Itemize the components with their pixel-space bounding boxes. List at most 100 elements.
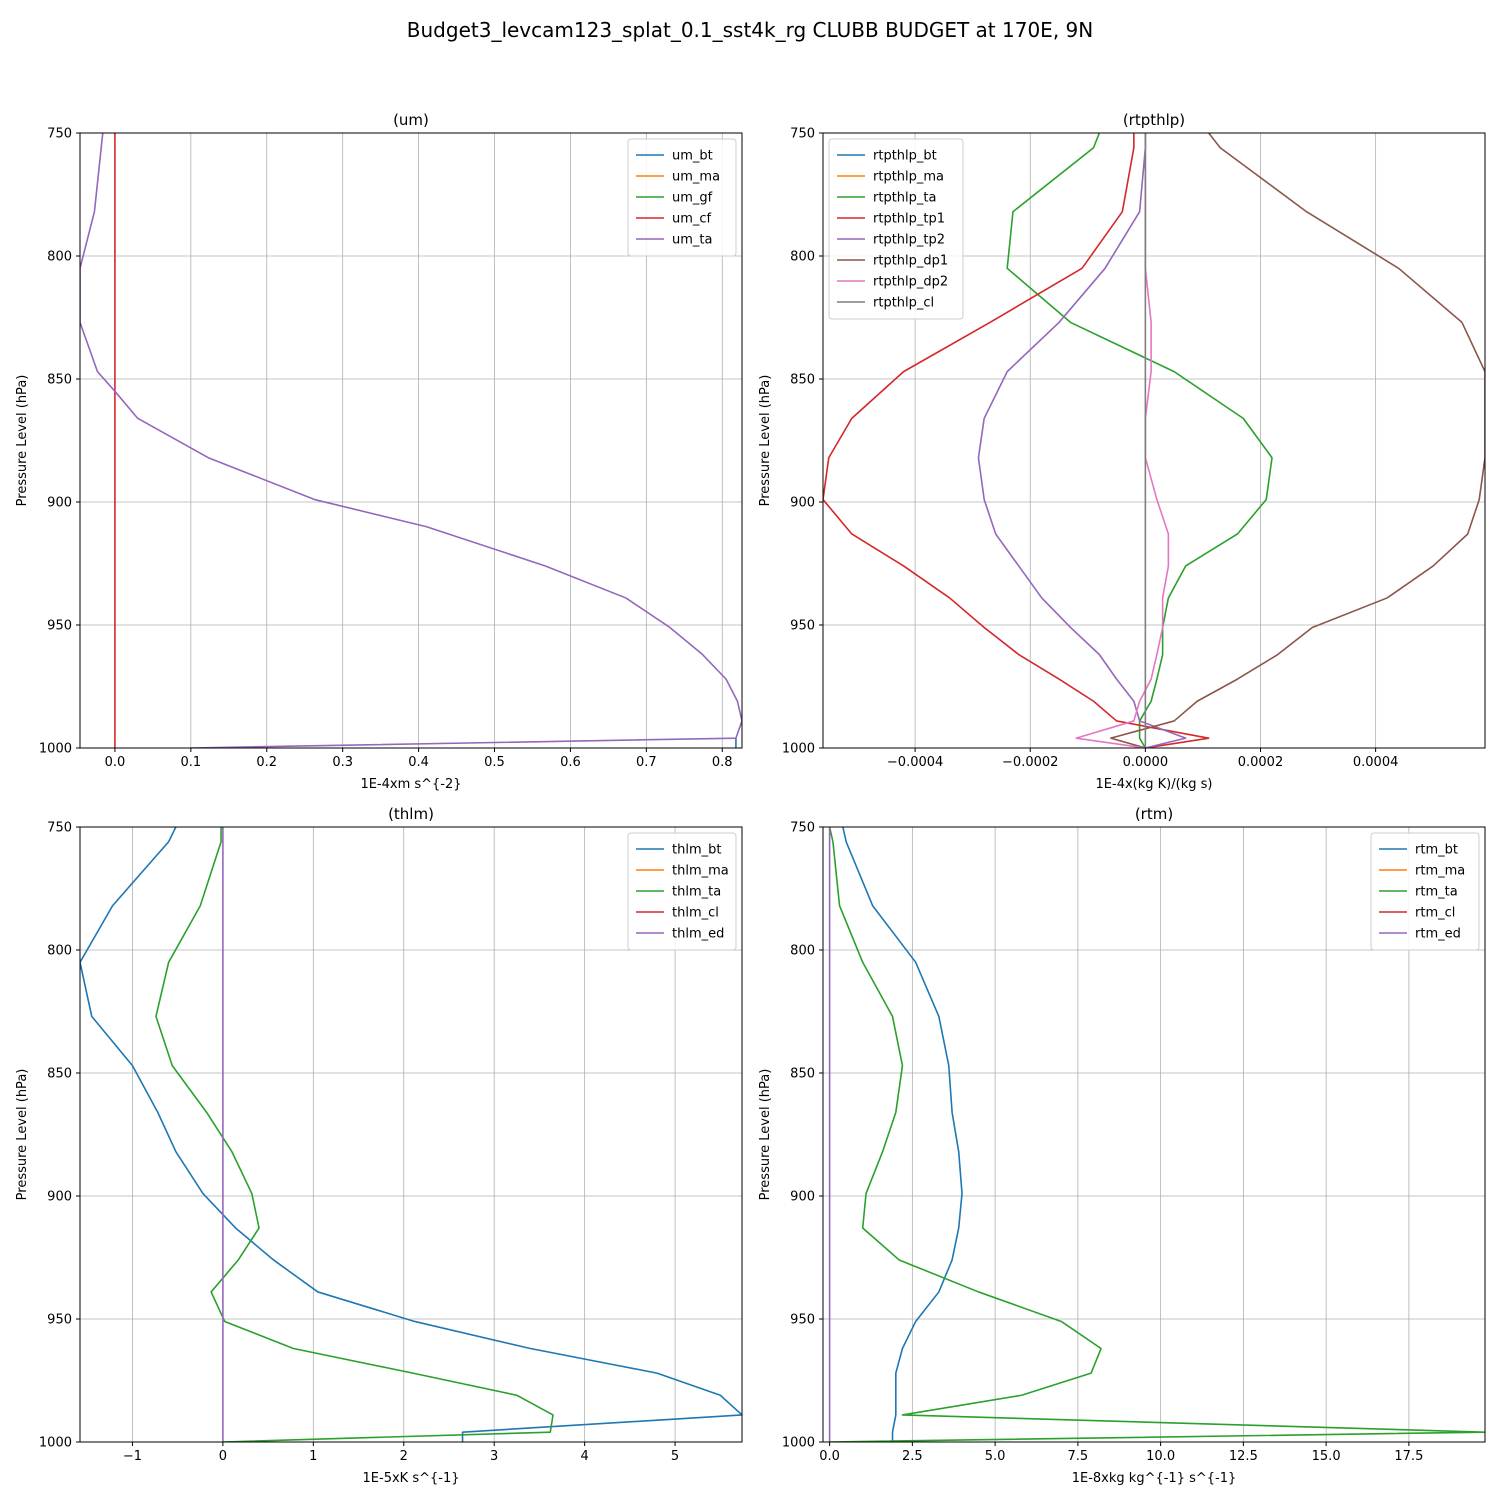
panel-4-xtick-label-7: 17.5 bbox=[1394, 1449, 1423, 1464]
panel-2-ytick-label-5: 1000 bbox=[782, 742, 815, 757]
panel-1-xtick-label-6: 0.6 bbox=[560, 755, 581, 770]
panel-3-series-thlm_bt bbox=[80, 827, 742, 1442]
panel-2-legend-label-3: rtpthlp_tp1 bbox=[873, 212, 945, 227]
panel-4-series-rtm_ta bbox=[828, 827, 1485, 1442]
panel-4-xtick-label-5: 12.5 bbox=[1229, 1449, 1258, 1464]
panel-3-title: (thlm) bbox=[388, 805, 434, 823]
panel-1-legend-label-3: um_cf bbox=[672, 212, 712, 227]
panel-4-frame bbox=[822, 826, 1486, 1443]
panel-3-ytick-label-5: 1000 bbox=[39, 1436, 72, 1451]
panel-2-legend-label-7: rtpthlp_cl bbox=[873, 296, 934, 311]
panel-3-xtick-label-4: 3 bbox=[490, 1449, 498, 1464]
panel-4-ytick-label-2: 850 bbox=[790, 1067, 815, 1082]
panel-1-frame bbox=[79, 132, 743, 749]
panel-2-legend-label-1: rtpthlp_ma bbox=[873, 170, 944, 185]
panel-3-legend-label-3: thlm_cl bbox=[672, 906, 719, 921]
panel-3-series-thlm_ta bbox=[155, 827, 554, 1442]
panel-1-ytick-label-5: 1000 bbox=[39, 742, 72, 757]
panel-1-legend: um_bt um_ma um_gf um_cf um_ta bbox=[627, 138, 737, 257]
panel-3-xtick-label-6: 5 bbox=[671, 1449, 679, 1464]
panel-3-legend-label-0: thlm_bt bbox=[672, 843, 721, 858]
panel-4-legend-label-1: rtm_ma bbox=[1415, 864, 1465, 879]
panel-4-ytick-label-1: 800 bbox=[790, 944, 815, 959]
panel-1-ylabel: Pressure Level (hPa) bbox=[15, 375, 30, 507]
panel-4-legend: rtm_bt rtm_ma rtm_ta rtm_cl rtm_ed bbox=[1370, 832, 1480, 951]
panels: 0.0 0.1 0.2 0.3 0.4 0.5 0.6 0.7 0.8 750 800 850 900 9… bbox=[15, 111, 1486, 1486]
panel-1-ytick-label-3: 900 bbox=[47, 496, 72, 511]
panel-4-legend-label-3: rtm_cl bbox=[1415, 906, 1455, 921]
panel-3-legend: thlm_bt thlm_ma thlm_ta thlm_cl thlm_ed bbox=[627, 832, 737, 951]
panel-2-legend: rtpthlp_bt rtpthlp_ma rtpthlp_ta rtpthlp_tp… bbox=[828, 138, 964, 320]
panel-4-series-rtm_bt bbox=[842, 827, 963, 1442]
panel-2-series-rtpthlp_ta bbox=[1006, 133, 1273, 748]
panel-2-ytick-label-2: 850 bbox=[790, 373, 815, 388]
panel-2-ytick-label-0: 750 bbox=[790, 127, 815, 142]
panel-1-ytick-label-2: 850 bbox=[47, 373, 72, 388]
panel-4-xtick-label-0: 0.0 bbox=[819, 1449, 840, 1464]
panel-1-ytick-label-4: 950 bbox=[47, 619, 72, 634]
panel-1-xtick-label-8: 0.8 bbox=[712, 755, 733, 770]
panel-1-legend-label-2: um_gf bbox=[672, 191, 713, 206]
panel-2-xtick-label-1: −0.0002 bbox=[1002, 755, 1058, 770]
panel-3-ytick-label-4: 950 bbox=[47, 1313, 72, 1328]
panel-3-legend-label-2: thlm_ta bbox=[672, 885, 721, 900]
panel-3-xtick-label-1: 0 bbox=[219, 1449, 227, 1464]
panel-4-legend-label-0: rtm_bt bbox=[1415, 843, 1458, 858]
panel-1-legend-label-1: um_ma bbox=[672, 170, 720, 185]
panel-2-ytick-label-3: 900 bbox=[790, 496, 815, 511]
panel-2-series-rtpthlp_dp1 bbox=[1110, 133, 1485, 748]
panel-1-xtick-label-5: 0.5 bbox=[484, 755, 505, 770]
panel-4-legend-label-2: rtm_ta bbox=[1415, 885, 1458, 900]
panel-1-xtick-label-2: 0.2 bbox=[256, 755, 277, 770]
panel-4-ytick-label-5: 1000 bbox=[782, 1436, 815, 1451]
panel-3: −1 0 1 2 3 4 5 750 800 850 900 950 1000 (thlm) 1E-5xK … bbox=[15, 805, 743, 1486]
panel-2-legend-label-6: rtpthlp_dp2 bbox=[873, 275, 948, 290]
panel-3-ytick-label-1: 800 bbox=[47, 944, 72, 959]
panel-3-legend-box bbox=[627, 832, 737, 951]
panel-1: 0.0 0.1 0.2 0.3 0.4 0.5 0.6 0.7 0.8 750 800 850 900 9… bbox=[15, 111, 743, 792]
panel-2-title: (rtpthlp) bbox=[1123, 111, 1185, 129]
panel-2-frame bbox=[822, 132, 1486, 749]
panel-1-ytick-label-1: 800 bbox=[47, 250, 72, 265]
panel-2-legend-label-5: rtpthlp_dp1 bbox=[873, 254, 948, 269]
panel-3-ytick-label-0: 750 bbox=[47, 821, 72, 836]
panel-1-xtick-label-1: 0.1 bbox=[180, 755, 201, 770]
panel-3-ytick-label-2: 850 bbox=[47, 1067, 72, 1082]
panel-1-xtick-label-3: 0.3 bbox=[332, 755, 353, 770]
panel-1-legend-box bbox=[627, 138, 737, 257]
panel-2-xtick-label-2: 0.0000 bbox=[1123, 755, 1169, 770]
panel-2-xtick-label-0: −0.0004 bbox=[887, 755, 943, 770]
panel-3-legend-label-4: thlm_ed bbox=[672, 927, 724, 942]
panel-3-ylabel: Pressure Level (hPa) bbox=[15, 1069, 30, 1201]
panel-2-ytick-label-4: 950 bbox=[790, 619, 815, 634]
panel-4-ytick-label-4: 950 bbox=[790, 1313, 815, 1328]
panel-4-xtick-label-1: 2.5 bbox=[902, 1449, 923, 1464]
panel-4-title: (rtm) bbox=[1135, 805, 1173, 823]
panel-1-legend-label-0: um_bt bbox=[672, 149, 713, 164]
panel-1-series-um_ta bbox=[80, 133, 742, 748]
panel-2-xtick-label-3: 0.0002 bbox=[1238, 755, 1284, 770]
panel-2: −0.0004 −0.0002 0.0000 0.0002 0.0004 750 800 85… bbox=[758, 111, 1486, 792]
panel-3-series bbox=[80, 827, 742, 1442]
panel-3-xtick-label-0: −1 bbox=[123, 1449, 142, 1464]
panel-4: 0.0 2.5 5.0 7.5 10.0 12.5 15.0 17.5 750 800 850 900… bbox=[758, 805, 1486, 1486]
panel-4-ylabel: Pressure Level (hPa) bbox=[758, 1069, 773, 1201]
panel-4-ytick-label-0: 750 bbox=[790, 821, 815, 836]
panel-1-legend-label-4: um_ta bbox=[672, 233, 712, 248]
panel-1-ytick-label-0: 750 bbox=[47, 127, 72, 142]
panel-1-xtick-label-4: 0.4 bbox=[408, 755, 429, 770]
panel-1-xtick-label-0: 0.0 bbox=[105, 755, 126, 770]
panel-2-legend-box bbox=[828, 138, 964, 320]
panel-2-series-rtpthlp_tp1 bbox=[823, 133, 1210, 748]
panel-2-ylabel: Pressure Level (hPa) bbox=[758, 375, 773, 507]
panel-4-xtick-label-2: 5.0 bbox=[985, 1449, 1006, 1464]
figure-title: Budget3_levcam123_splat_0.1_sst4k_rg CLU… bbox=[407, 18, 1093, 42]
panel-2-series-rtpthlp_dp2 bbox=[1075, 133, 1170, 748]
panel-3-xtick-label-5: 4 bbox=[580, 1449, 588, 1464]
panel-2-legend-label-2: rtpthlp_ta bbox=[873, 191, 936, 206]
panel-2-xlabel: 1E-4x(kg K)/(kg s) bbox=[1096, 777, 1213, 792]
panel-3-ytick-label-3: 900 bbox=[47, 1190, 72, 1205]
panel-2-legend-label-4: rtpthlp_tp2 bbox=[873, 233, 945, 248]
panel-2-ytick-label-1: 800 bbox=[790, 250, 815, 265]
